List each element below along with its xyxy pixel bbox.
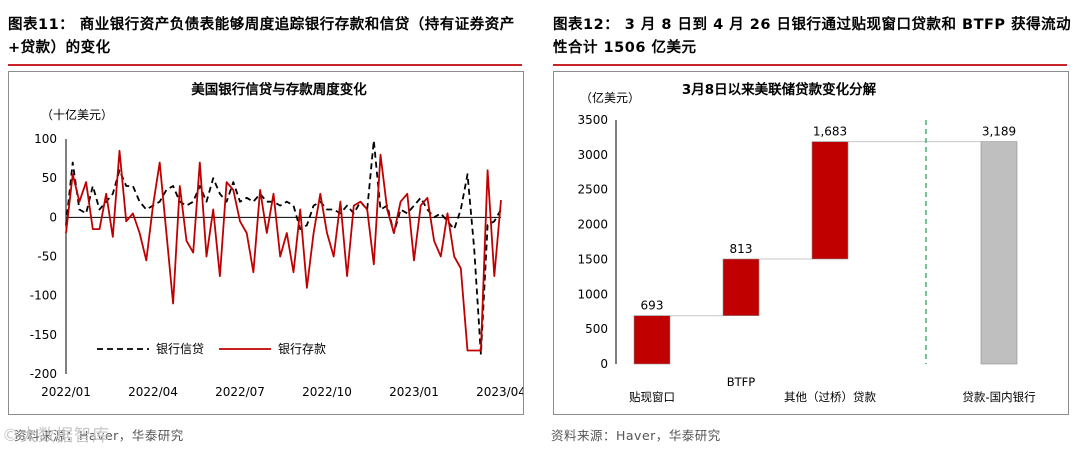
y-tick-label: 3500 (577, 113, 608, 127)
y-tick-label: -150 (30, 328, 57, 342)
category-label: 其他（过桥）贷款 (784, 390, 876, 404)
legend-label-loans: 银行信贷 (156, 342, 204, 356)
category-label: BTFP (727, 375, 756, 389)
waterfall-bar (811, 141, 849, 260)
watermark-logo: ©大数据智库 (2, 426, 110, 446)
left-figure-title: 图表11： 商业银行资产负债表能够周度追踪银行存款和信贷（持有证券资产+贷款）的… (8, 17, 515, 56)
legend-label-deposits: 银行存款 (278, 342, 326, 356)
x-tick-label: 2023/04 (476, 385, 523, 399)
right-figure-title: 图表12： 3 月 8 日到 4 月 26 日银行通过贴现窗口贷款和 BTFP … (553, 17, 1072, 56)
y-tick-label: 100 (34, 132, 57, 146)
y-tick-label: 50 (42, 171, 57, 185)
right-panel: 图表12： 3 月 8 日到 4 月 26 日银行通过贴现窗口贷款和 BTFP … (545, 0, 1080, 453)
y-tick-label: 1000 (577, 287, 608, 301)
right-source: 资料来源：Haver，华泰研究 (551, 428, 721, 443)
line-chart-title: 美国银行信贷与存款周度变化 (191, 81, 367, 98)
left-chart-frame: 美国银行信贷与存款周度变化 （十亿美元） 100 50 0 -50 -100 -150 -2… (8, 71, 524, 415)
y-tick-label: -100 (30, 289, 57, 303)
right-chart-frame: 3月8日以来美联储贷款变化分解 （亿美元） 3500 3000 2500 2000 15… (553, 71, 1069, 415)
line-series-group (65, 139, 502, 356)
waterfall-axes: 3500 3000 2500 2000 1500 1000 500 0 贴现窗口 BTFP 其他（过… (577, 113, 1035, 404)
y-tick-label: 500 (585, 322, 608, 336)
left-panel: 图表11： 商业银行资产负债表能够周度追踪银行存款和信贷（持有证券资产+贷款）的… (0, 0, 530, 453)
x-tick-label: 2022/01 (41, 385, 91, 399)
bar-data-label: 1,683 (813, 125, 847, 139)
line-chart: 美国银行信贷与存款周度变化 （十亿美元） 100 50 0 -50 -100 -150 -2… (30, 81, 523, 399)
x-tick-label: 2022/07 (215, 385, 265, 399)
waterfall-bar (980, 141, 1018, 365)
left-title-rule (8, 64, 522, 66)
left-source: 资料来源：Haver，华泰研究 (14, 428, 184, 443)
y-tick-label: 2500 (577, 183, 608, 197)
y-tick-label: -200 (30, 367, 57, 381)
waterfall-bar (722, 258, 760, 316)
x-tick-label: 2023/01 (389, 385, 439, 399)
waterfall-bars-group: 693 813 1,683 3,189 (633, 120, 1018, 365)
y-tick-label: 1500 (577, 252, 608, 266)
deposits-series-line (65, 149, 502, 352)
x-tick-label: 2022/10 (302, 385, 352, 399)
y-tick-label: 2000 (577, 218, 608, 232)
y-tick-label: 0 (600, 357, 608, 371)
line-legend: 银行信贷 银行存款 (97, 342, 326, 356)
y-tick-label: -50 (37, 250, 57, 264)
bar-data-label: 3,189 (982, 125, 1016, 139)
waterfall-chart-title: 3月8日以来美联储贷款变化分解 (682, 81, 877, 98)
bar-data-label: 693 (641, 299, 664, 313)
waterfall-unit-label: （亿美元） (580, 90, 640, 105)
line-axes: 100 50 0 -50 -100 -150 -200 2022/01 2022/04 2022/… (30, 132, 523, 399)
waterfall-bar (633, 315, 671, 365)
category-label: 贴现窗口 (629, 390, 675, 404)
bar-data-label: 813 (730, 242, 753, 256)
category-label: 贷款-国内银行 (962, 390, 1035, 404)
line-unit-label: （十亿美元） (41, 107, 113, 122)
right-title-rule (553, 64, 1067, 66)
y-tick-label: 0 (49, 210, 57, 224)
x-tick-label: 2022/04 (128, 385, 178, 399)
y-tick-label: 3000 (577, 148, 608, 162)
waterfall-chart: 3月8日以来美联储贷款变化分解 （亿美元） 3500 3000 2500 2000 15… (577, 81, 1035, 404)
